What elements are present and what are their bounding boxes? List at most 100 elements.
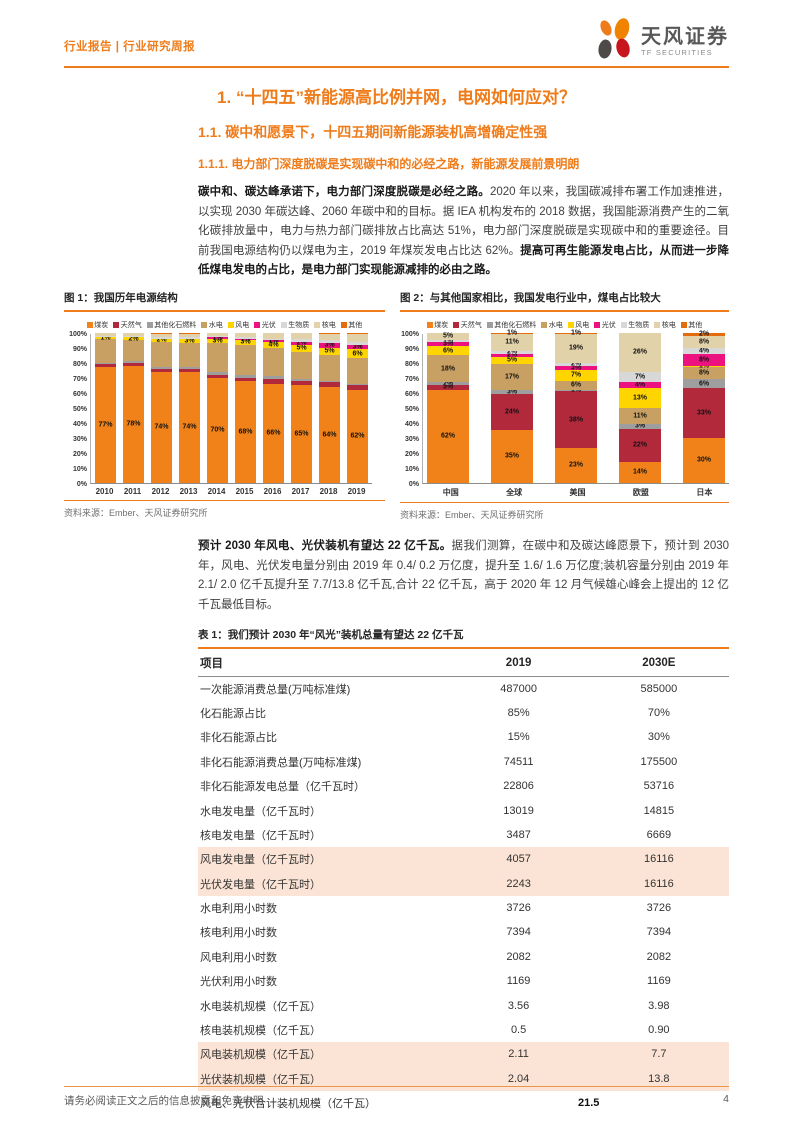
bar-segment [347,383,368,385]
figures-row: 图 1：我国历年电源结构 煤炭 天然气 其他化石燃料 水电 风电 光伏 生物质 核电 其他 100… [64,290,729,522]
column-header-2019: 2019 [448,648,589,677]
stacked-bar: 70% 3% 1% [207,332,228,483]
bar-segment [179,343,200,367]
bar-segment [347,332,368,334]
legend-label: 光伏 [261,321,276,329]
stacked-bar: 74% 2% [151,332,172,483]
report-type-label: 行业报告 | 行业研究周报 [64,41,196,53]
bar-segment [235,377,256,381]
bar-segment: 2% [555,361,597,368]
legend-item: 水电 [201,320,223,330]
table-row: 风电装机规模（亿千瓦） 2.11 7.7 [198,1042,729,1067]
bar-segment: 77% [95,367,116,483]
bar-segment-label: 17% [504,373,519,381]
legend-item: 生物质 [280,320,309,330]
table-cell-2030e: 30% [647,731,670,744]
bar-segment-label: 23% [568,461,583,469]
bar-segment: 1% [683,363,725,370]
bar-segment: 4% [619,382,661,389]
table-row: 核电发电量（亿千瓦时） 3487 6669 [198,823,729,847]
bar-segment [235,332,256,337]
bar-segment: 33% [683,388,725,438]
x-axis-label: 2015 [235,486,254,496]
bar-segment [123,361,144,363]
legend-label: 光伏 [601,321,616,329]
bar-segment [151,337,172,339]
bar-segment [319,334,340,340]
y-axis-tick: 70% [72,375,87,383]
legend-swatch-icon [486,321,493,328]
figure-2-title: 图 2：与其他国家相比，我国发电行业中，煤电占比较大 [400,291,661,304]
legend-item: 煤炭 [86,320,109,330]
table-cell-2019: 0.5 [510,1023,527,1036]
table-cell-2019: 74511 [503,755,534,768]
bar-segment-label: 19% [568,344,583,352]
paragraph-1-bold-tail: 提高可再生能源发电占比，从而进一步降低煤电发电的占比，是电力部门实现能源减排的必… [198,244,729,277]
table-cell-item: 水电装机规模（亿千瓦） [200,1000,321,1013]
bar-segment: 65% [291,385,312,483]
table-row: 风电利用小时数 2082 2082 [198,945,729,969]
bar-segment: 22% [619,428,661,462]
figure-2-chart: 煤炭 天然气 其他化石燃料 水电 风电 光伏 生物质 核电 其他 100% 90% 80% 70% 60%… [400,312,729,498]
bar-segment [319,332,340,334]
bar-segment [291,338,312,342]
legend-label: 水电 [208,321,223,329]
table-cell-item: 光伏发电量（亿千瓦时） [200,878,321,891]
legend-swatch-icon [227,321,234,328]
bar-segment-label: 6% [698,380,710,387]
page-header: 行业报告 | 行业研究周报 天风证券 TF SECURITIES [64,0,729,68]
table-cell-2030e: 70% [647,707,670,720]
bar-segment-label: 38% [568,416,583,423]
y-axis-tick: 90% [404,345,419,353]
bar-segment [347,341,368,345]
table-cell-2019: 2.11 [508,1048,529,1061]
bar-segment [179,332,200,334]
bar-segment: 1% [207,334,228,341]
tf-securities-logo-icon [595,17,635,66]
y-axis-tick: 30% [72,435,87,443]
bar-segment-label: 4% [698,347,710,354]
y-axis-tick: 40% [72,420,87,428]
x-axis-label: 2012 [151,486,170,496]
legend-item: 风电 [227,320,249,330]
stacked-bar: 64% 5% 3% [319,332,340,483]
bar-segment [291,352,312,379]
bar-segment-label: 64% [322,431,337,438]
y-axis-tick: 100% [69,330,87,338]
stacked-bar: 14% 22% 3% 11% 13% 4% 7% 26% [619,332,661,483]
bar-segment-label: 33% [696,409,711,417]
table-row: 光伏利用小时数 1169 1169 [198,969,729,993]
bar-segment [347,334,368,342]
bar-segment [291,380,312,385]
bar-segment [123,332,144,336]
stacked-bar: 66% 4% 1% [263,332,284,483]
bar-segment-label: 35% [504,452,519,460]
bar-segment [319,380,340,382]
bar-segment-label: 24% [504,408,519,416]
bar-segment: 3% [319,342,340,349]
x-axis-label: 2014 [207,486,226,496]
table-row: 水电装机规模（亿千瓦） 3.56 3.98 [198,993,729,1017]
legend-swatch-icon [86,321,93,328]
table-cell-item: 核电装机规模（亿千瓦） [200,1024,321,1037]
y-axis: 100% 90% 80% 70% 60% 50% 40% 30% 20% 10% 0% [64,330,90,488]
stacked-bar: 74% 3% [179,332,200,483]
legend-swatch-icon [426,321,433,328]
bar-segment-label: 8% [698,369,710,377]
bar-segment [151,332,172,334]
legend-item: 天然气 [453,320,482,330]
legend-item: 其他化石燃料 [146,320,197,330]
table-row: 一次能源消费总量(万吨标准煤) 487000 585000 [198,676,729,701]
table-cell-2030e: 175500 [640,755,678,768]
bar-segment-label: 74% [154,423,169,431]
legend-label: 其他化石燃料 [154,321,197,329]
bar-segment [179,367,200,369]
legend-item: 煤炭 [426,320,448,330]
legend-label: 煤炭 [94,321,109,329]
table-cell-2030e: 0.90 [648,1023,670,1036]
bar-segment [151,334,172,337]
figure-2-source: 资料来源：Ember、天风证券研究所 [400,510,544,520]
bar-segment: 1% [555,387,597,394]
bar-segment-label: 5% [296,344,307,352]
bar-segment: 3% [179,337,200,344]
